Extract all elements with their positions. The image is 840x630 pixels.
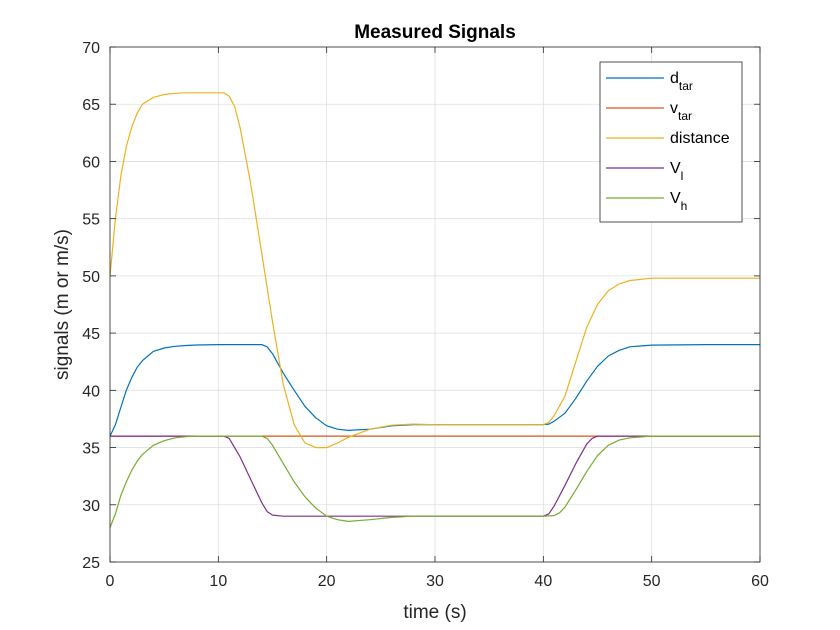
series-line-distance (109, 92, 760, 449)
legend-entry: distance (670, 130, 730, 147)
y-tick-label: 55 (82, 212, 100, 229)
legend-entry: vtar (670, 100, 692, 123)
y-tick-label: 60 (82, 154, 100, 171)
x-tick-label: 30 (426, 573, 444, 590)
x-tick-label: 0 (106, 573, 115, 590)
y-tick-label: 40 (82, 383, 100, 400)
y-tick-label: 45 (82, 326, 100, 343)
x-tick-label: 10 (209, 573, 227, 590)
axis-ticks: 0 10 20 30 40 50 60 25 30 35 40 45 50 55 60 65 70 (82, 40, 769, 590)
series-line-d-tar (109, 344, 760, 437)
legend-entry: Vl (670, 160, 683, 183)
series-line-v-h (109, 435, 760, 528)
x-axis-label: time (s) (403, 602, 466, 623)
legend-box (599, 61, 743, 223)
y-tick-label: 35 (82, 441, 100, 458)
x-tick-label: 40 (534, 573, 552, 590)
x-tick-label: 60 (751, 573, 769, 590)
y-tick-label: 65 (82, 97, 100, 114)
y-tick-label: 25 (82, 555, 100, 572)
x-tick-label: 20 (318, 573, 336, 590)
y-tick-label: 30 (82, 498, 100, 515)
series-lines (109, 92, 760, 528)
chart-title: Measured Signals (354, 22, 516, 43)
legend-entry: Vh (670, 190, 687, 213)
x-tick-label: 50 (643, 573, 661, 590)
y-axis-label: signals (m or m/s) (52, 229, 73, 380)
legend: dtar vtar distance Vl Vh (599, 61, 743, 223)
legend-entry: dtar (670, 70, 693, 93)
y-tick-label: 70 (82, 40, 100, 57)
y-tick-label: 50 (82, 269, 100, 286)
